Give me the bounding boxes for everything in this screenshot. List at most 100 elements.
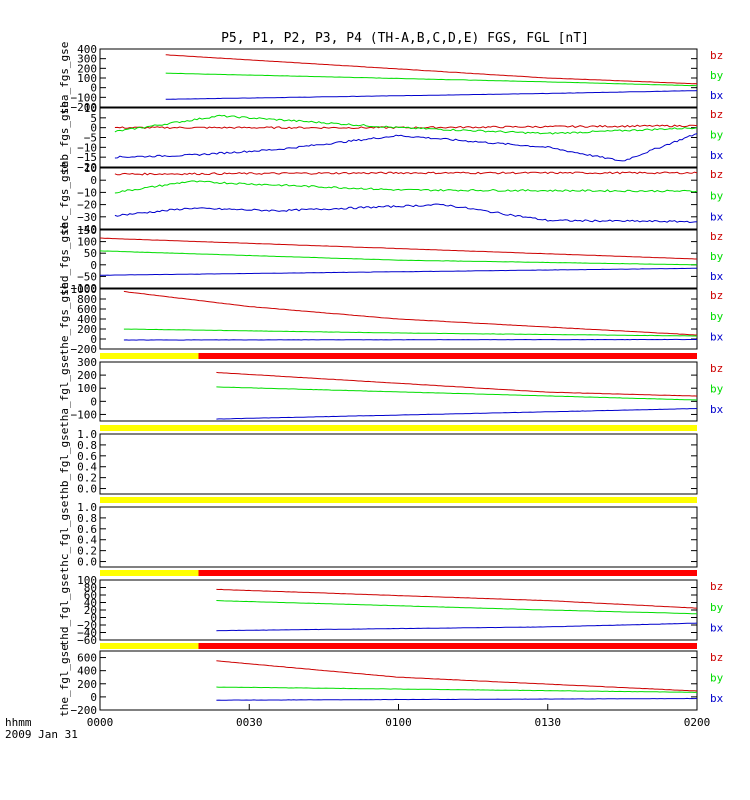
legend-bx: bx (710, 149, 724, 162)
y-tick-label: 0 (90, 82, 97, 95)
y-axis-label: thb_fgs_gse (58, 101, 71, 174)
y-tick-label: −5 (84, 132, 97, 145)
legend-bz: bz (710, 651, 723, 664)
y-axis-label: thd_fgs_gse (58, 223, 71, 296)
legend-by: by (710, 189, 724, 202)
y-tick-label: 5 (90, 112, 97, 125)
legend-by: by (710, 310, 724, 323)
y-tick-label: 400 (77, 665, 97, 678)
y-tick-label: −20 (77, 161, 97, 174)
y-tick-label: 50 (84, 247, 97, 260)
series-bz (216, 371, 698, 397)
y-tick-label: 800 (77, 293, 97, 306)
y-tick-label: 20 (84, 604, 97, 617)
x-axis: 0000 0030 0100 0130 0200 (87, 704, 711, 729)
y-tick-label: 0.0 (77, 556, 97, 569)
y-tick-label: −100 (71, 408, 98, 421)
x-tick-label: 0100 (385, 716, 412, 729)
y-tick-label: −200 (71, 704, 98, 717)
y-axis-label: thc_fgs_gse (58, 162, 71, 235)
status-bar-red (198, 570, 697, 576)
y-tick-label: 200 (77, 62, 97, 75)
legend-bx: bx (710, 622, 724, 635)
x-tick-label: 0130 (535, 716, 562, 729)
y-tick-label: 0.2 (77, 545, 97, 558)
y-tick-label: −200 (71, 343, 98, 356)
y-tick-label: 0.0 (77, 483, 97, 496)
legend-bz: bz (710, 580, 723, 593)
status-bar-yellow (100, 497, 697, 503)
date-label: 2009 Jan 31 (5, 728, 78, 741)
y-tick-label: 100 (77, 574, 97, 587)
y-axis-label: thd_fgl_gse (58, 574, 71, 647)
y-tick-label: −60 (77, 634, 97, 647)
legend-bx: bx (710, 331, 724, 344)
series-by (114, 114, 698, 135)
status-bar-yellow (100, 353, 199, 359)
y-tick-label: 0 (90, 691, 97, 704)
y-tick-label: 0 (90, 259, 97, 272)
series-bx (123, 338, 697, 341)
status-bar-yellow (100, 643, 199, 649)
y-tick-label: 0.4 (77, 534, 97, 547)
y-axis-label: thb_fgl_gse (58, 428, 71, 501)
y-tick-label: −100 (71, 282, 98, 295)
y-axis-label: tha_fgl_gse (58, 355, 71, 428)
legend-bz: bz (710, 230, 723, 243)
y-tick-label: 100 (77, 72, 97, 85)
y-tick-label: −40 (77, 223, 97, 236)
panel-frame (99, 433, 698, 495)
legend-bx: bx (710, 89, 724, 102)
legend-bx: bx (710, 211, 724, 224)
y-tick-label: 0 (90, 333, 97, 346)
y-tick-label: −40 (77, 627, 97, 640)
y-tick-label: 60 (84, 589, 97, 602)
series-bx (165, 90, 698, 100)
legend-bz: bz (710, 168, 723, 181)
legend-bz: bz (710, 108, 723, 121)
y-tick-label: 80 (84, 582, 97, 595)
series-bz (114, 171, 698, 176)
y-tick-label: 200 (77, 678, 97, 691)
y-tick-label: −50 (77, 270, 97, 283)
y-tick-label: 1.0 (77, 428, 97, 441)
legend-bz: bz (710, 289, 723, 302)
series-bx (114, 203, 698, 224)
legend-bx: bx (710, 403, 724, 416)
y-tick-label: 200 (77, 369, 97, 382)
series-bz (165, 54, 698, 85)
y-tick-label: 400 (77, 43, 97, 56)
y-tick-label: 1000 (71, 283, 98, 296)
x-tick-label: 0200 (684, 716, 711, 729)
chart-title: P5, P1, P2, P3, P4 (TH-A,B,C,D,E) FGS, F… (221, 31, 589, 46)
y-tick-label: 400 (77, 313, 97, 326)
y-tick-label: 600 (77, 652, 97, 665)
y-tick-label: 1.0 (77, 501, 97, 514)
y-tick-label: 300 (77, 53, 97, 66)
series-bx (216, 622, 698, 632)
y-tick-label: −200 (71, 101, 98, 114)
panel-frame (99, 650, 698, 711)
y-tick-label: 40 (84, 597, 97, 610)
panel-frame (99, 579, 698, 641)
status-bar-yellow (100, 570, 199, 576)
legend-by: by (710, 69, 724, 82)
series-by (216, 600, 698, 615)
legend-bx: bx (710, 270, 724, 283)
y-tick-label: 0.8 (77, 439, 97, 452)
series-by (123, 328, 698, 337)
series-bx (216, 697, 698, 701)
legend-by: by (710, 671, 724, 684)
y-tick-label: 0 (90, 395, 97, 408)
panel-thc_fgl_gse: 1.00.80.60.40.20.0 thc_fgl_gse (58, 497, 698, 573)
y-tick-label: 300 (77, 356, 97, 369)
y-axis-label: the_fgs_gse (58, 283, 71, 356)
panel-frame (99, 361, 698, 422)
panel-thb_fgl_gse: 1.00.80.60.40.20.0 thb_fgl_gse (58, 425, 698, 501)
